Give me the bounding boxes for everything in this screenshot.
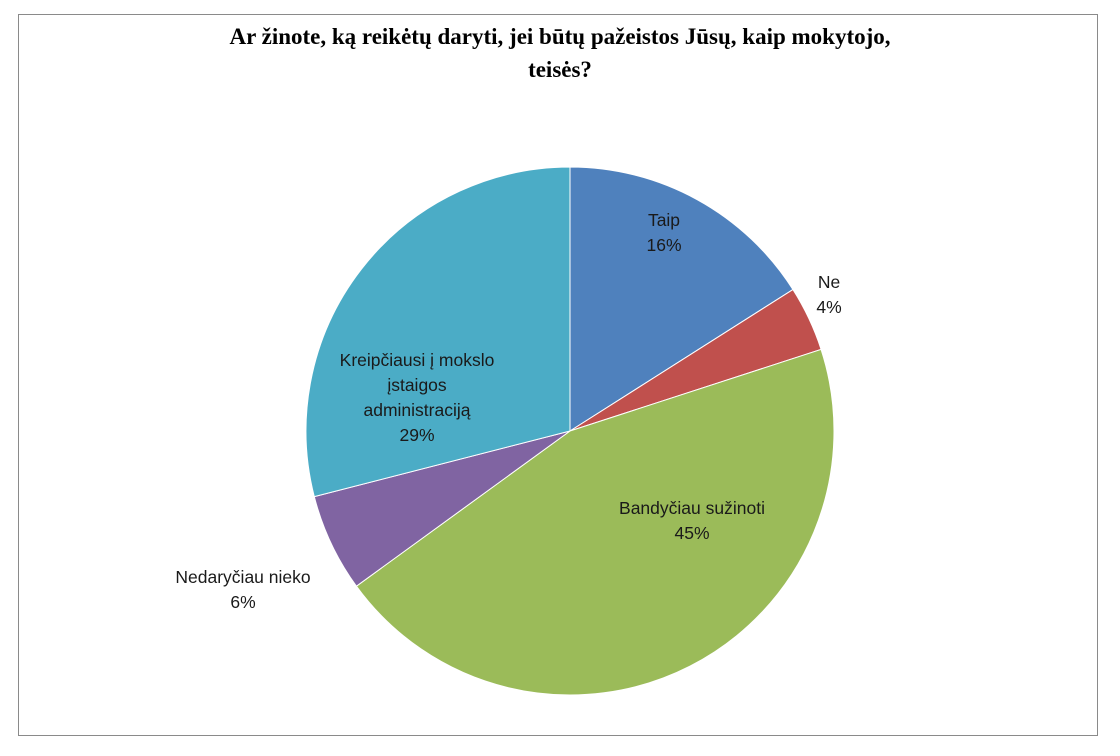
data-label-percent: 16%: [646, 235, 681, 255]
data-label-category: administraciją: [364, 400, 471, 420]
pie-slices: [305, 166, 835, 696]
pie-slice-2: [355, 348, 835, 696]
pie-slice-4: [305, 166, 571, 498]
data-label-category: įstaigos: [387, 375, 447, 395]
data-label-percent: 4%: [816, 297, 841, 317]
data-label-category: Nedaryčiau nieko: [175, 567, 310, 587]
data-label-3: Nedaryčiau nieko 6%: [175, 567, 310, 612]
data-label-percent: 6%: [230, 592, 255, 612]
data-label-percent: 45%: [674, 523, 709, 543]
data-label-4: Kreipčiausi į mokslo įstaigos administraci…: [340, 350, 495, 445]
chart-title: Ar žinote, ką reikėtų daryti, jei būtų p…: [0, 20, 1120, 86]
data-label-2: Bandyčiau sužinoti 45%: [619, 498, 765, 543]
pie-slice-0: [569, 166, 794, 432]
data-label-1: Ne 4%: [816, 272, 841, 317]
data-label-category: Ne: [818, 272, 840, 292]
pie-data-labels: Taip 16% Ne 4% Bandyčiau sužinoti 45% Nedaryči…: [175, 210, 841, 612]
data-label-category: Kreipčiausi į mokslo: [340, 350, 495, 370]
data-label-category: Taip: [648, 210, 680, 230]
data-label-0: Taip 16%: [646, 210, 681, 255]
data-label-percent: 29%: [399, 425, 434, 445]
chart-title-line-2: teisės?: [528, 57, 592, 82]
chart-title-line-1: Ar žinote, ką reikėtų daryti, jei būtų p…: [229, 24, 891, 49]
data-label-category: Bandyčiau sužinoti: [619, 498, 765, 518]
